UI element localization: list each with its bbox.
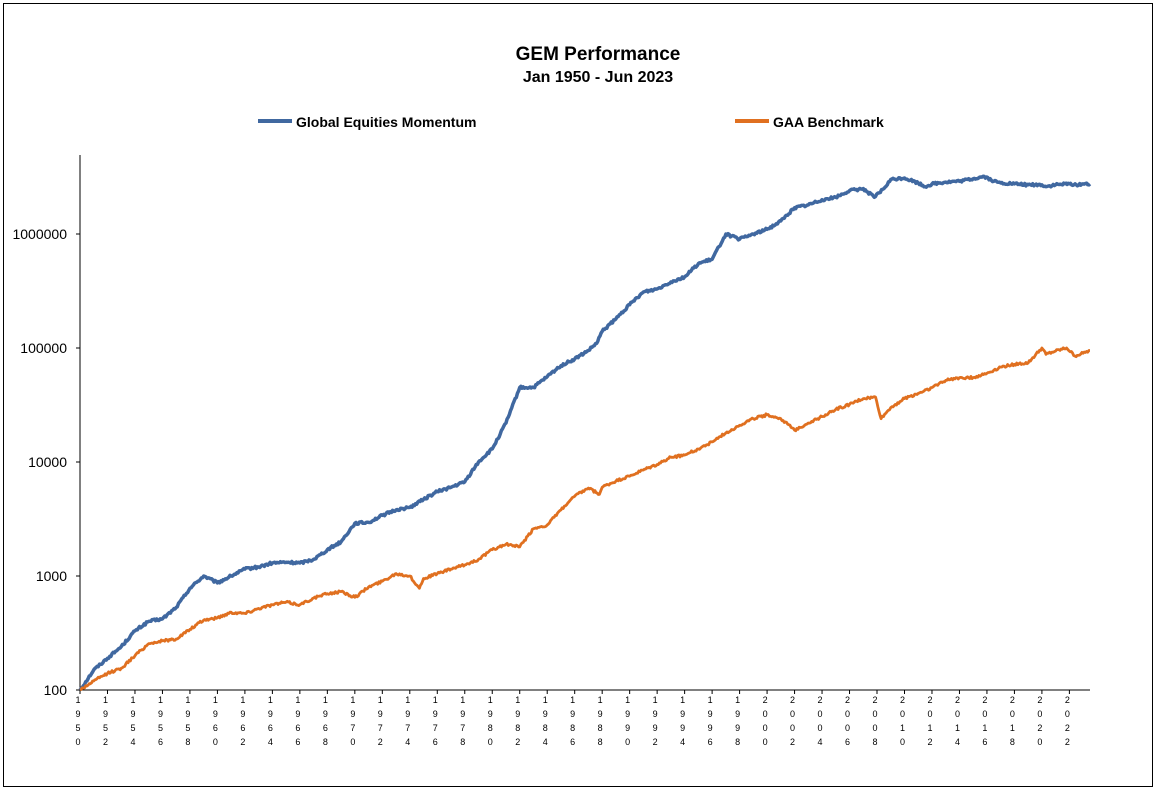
y-tick-label: 1000	[36, 568, 67, 584]
y-tick-label: 100000	[20, 340, 67, 356]
legend-label-benchmark: GAA Benchmark	[773, 114, 884, 130]
y-tick-label: 100	[44, 682, 68, 698]
y-tick-label: 1000000	[12, 226, 67, 242]
x-ticks: 1 9 5 0 1 9 5 2 1 9 5 4 1 9 5 6 1 9 5 8 1 9 6 0 1 9 6 2 1 9 6 4 1 9 6 6 1 9 6 8…	[75, 690, 1070, 747]
series-line-gaa-benchmark	[79, 346, 1091, 692]
series-layer	[78, 174, 1092, 692]
chart-subtitle: Jan 1950 - Jun 2023	[523, 69, 673, 86]
y-tick-label: 10000	[28, 454, 67, 470]
y-ticks: 100 1000 10000 100000 1000000	[12, 226, 80, 698]
axes	[79, 155, 1090, 691]
series-line-global-equities-momentum	[78, 174, 1092, 692]
legend-label-gem: Global Equities Momentum	[296, 114, 476, 130]
legend: Global Equities Momentum GAA Benchmark	[258, 114, 884, 130]
chart-frame	[3, 3, 1153, 787]
chart-title: GEM Performance	[516, 44, 681, 65]
